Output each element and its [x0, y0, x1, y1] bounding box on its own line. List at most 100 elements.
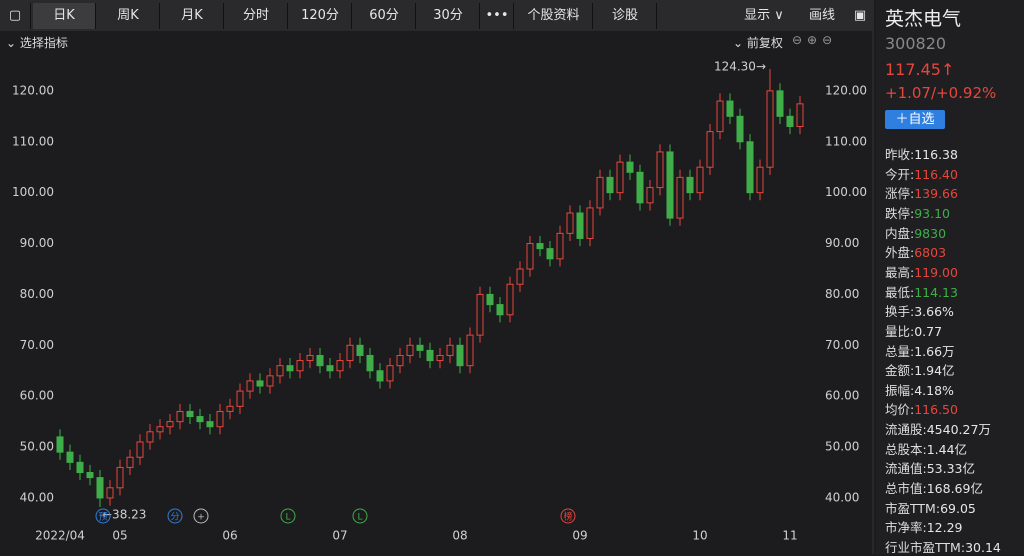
stat-label: 总市值:: [885, 481, 927, 497]
min-label: ←38.23: [102, 507, 146, 521]
y-tick-label-right: 110.00: [825, 134, 867, 148]
candle-body: [526, 243, 534, 270]
stat-value: 116.50: [914, 402, 958, 418]
event-marker-label: 预: [98, 512, 107, 523]
candle-body: [626, 161, 634, 173]
stat-value: 1.66万: [914, 343, 955, 359]
tab[interactable]: 诊股: [594, 3, 657, 29]
candle-body: [576, 212, 584, 239]
stat-label: 行业市盈TTM:: [885, 540, 966, 555]
tab[interactable]: 个股资料: [515, 3, 593, 29]
stat-value: 93.10: [914, 205, 951, 221]
indicator-select[interactable]: ⌄ 选择指标: [6, 36, 68, 50]
stat-value: 1.44亿: [926, 441, 968, 457]
x-tick-label: 07: [332, 529, 347, 543]
candle-body: [466, 334, 474, 367]
candle-body: [256, 380, 264, 387]
add-watch-button[interactable]: ＋自选: [885, 110, 945, 129]
x-tick-label: 11: [782, 529, 797, 543]
candle-body: [106, 487, 114, 499]
stat-label: 均价:: [885, 402, 915, 418]
y-tick-label: 110.00: [12, 134, 54, 148]
stat-value: 0.77: [914, 323, 943, 339]
candle-body: [776, 90, 784, 117]
stat-row: 流通值:53.33亿: [885, 458, 975, 477]
tab[interactable]: •••: [481, 3, 514, 29]
sub-toolbar: ⌄ 选择指标 ⌄ 前复权 ⊖⊕⊖: [0, 31, 874, 51]
stat-label: 涨停:: [885, 186, 915, 202]
candle-body: [406, 344, 414, 356]
adjust-select[interactable]: ⌄ 前复权: [733, 36, 783, 50]
y-tick-label: 40.00: [20, 490, 54, 504]
stock-code: 300820: [885, 34, 947, 53]
candle-body: [796, 103, 804, 128]
stat-row: 内盘:9830: [885, 223, 946, 242]
tab[interactable]: 月K: [161, 3, 224, 29]
stat-value: 6803: [914, 245, 947, 261]
tab[interactable]: 120分: [289, 3, 352, 29]
candle-body: [206, 421, 214, 428]
candle-body: [246, 380, 254, 392]
candle-body: [636, 171, 644, 204]
y-tick-label-right: 100.00: [825, 185, 867, 199]
candle-body: [276, 365, 284, 377]
event-marker: [167, 508, 183, 524]
x-tick-label: 09: [572, 529, 587, 543]
candle-body: [756, 166, 764, 194]
candle-body: [76, 461, 84, 474]
candle-body: [496, 304, 504, 316]
stat-value: 4.18%: [914, 382, 954, 398]
y-tick-label-right: 60.00: [825, 389, 859, 403]
candle-body: [536, 243, 544, 250]
candle-body: [146, 431, 154, 443]
candle-body: [696, 166, 704, 194]
candle-body: [176, 410, 184, 423]
stat-value: 116.40: [914, 166, 958, 182]
tab[interactable]: 30分: [417, 3, 480, 29]
stat-label: 振幅:: [885, 382, 915, 398]
candle-body: [436, 354, 444, 362]
stat-value: 69.05: [940, 500, 976, 516]
tab[interactable]: 日K: [33, 3, 96, 29]
candle-body: [426, 349, 434, 362]
display-menu[interactable]: 显示 ∨: [744, 8, 784, 23]
candle-body: [716, 100, 724, 133]
display-label: 显示: [744, 8, 771, 23]
candle-body: [236, 390, 244, 407]
tab[interactable]: 分时: [225, 3, 288, 29]
stat-row: 市盈TTM:69.05: [885, 498, 976, 517]
candle-body: [66, 451, 74, 463]
candle-body: [396, 354, 404, 367]
candle-body: [166, 421, 174, 428]
candle-body: [486, 293, 494, 306]
candle-body: [306, 354, 314, 362]
x-tick-label: 08: [452, 529, 467, 543]
candle-body: [446, 344, 454, 356]
candle-body: [596, 176, 604, 209]
candle-body: [656, 151, 664, 189]
y-tick-label-right: 40.00: [825, 490, 859, 504]
price: 117.45↑: [885, 60, 955, 79]
stat-row: 最低:114.13: [885, 282, 958, 301]
stat-value: 1.94亿: [914, 363, 955, 379]
stat-row: 换手:3.66%: [885, 301, 954, 320]
tab[interactable]: 60分: [353, 3, 416, 29]
panel-icon[interactable]: ▣: [853, 8, 867, 23]
event-marker-label: L: [285, 513, 290, 523]
candle-body: [346, 344, 354, 362]
candle-body: [606, 176, 614, 194]
stat-label: 总股本:: [885, 441, 927, 457]
stat-value: 168.69亿: [926, 481, 983, 497]
event-marker: [95, 508, 111, 524]
zoom-icons[interactable]: ⊖⊕⊖: [792, 33, 838, 47]
stat-row: 最高:119.00: [885, 262, 958, 281]
tab[interactable]: 周K: [97, 3, 160, 29]
layout-icon[interactable]: ▢: [0, 3, 31, 29]
stat-row: 流通股:4540.27万: [885, 419, 991, 438]
stat-label: 流通值:: [885, 461, 927, 477]
draw-button[interactable]: 画线: [808, 8, 835, 23]
stat-row: 涨停:139.66: [885, 183, 958, 202]
toolbar: ▢ 显示 ∨ 画线 ▣ 日K 周K 月K 分时 120分 60分 30分 ••• 个股资料 诊股: [0, 0, 874, 31]
stat-row: 昨收:116.38: [885, 144, 958, 163]
